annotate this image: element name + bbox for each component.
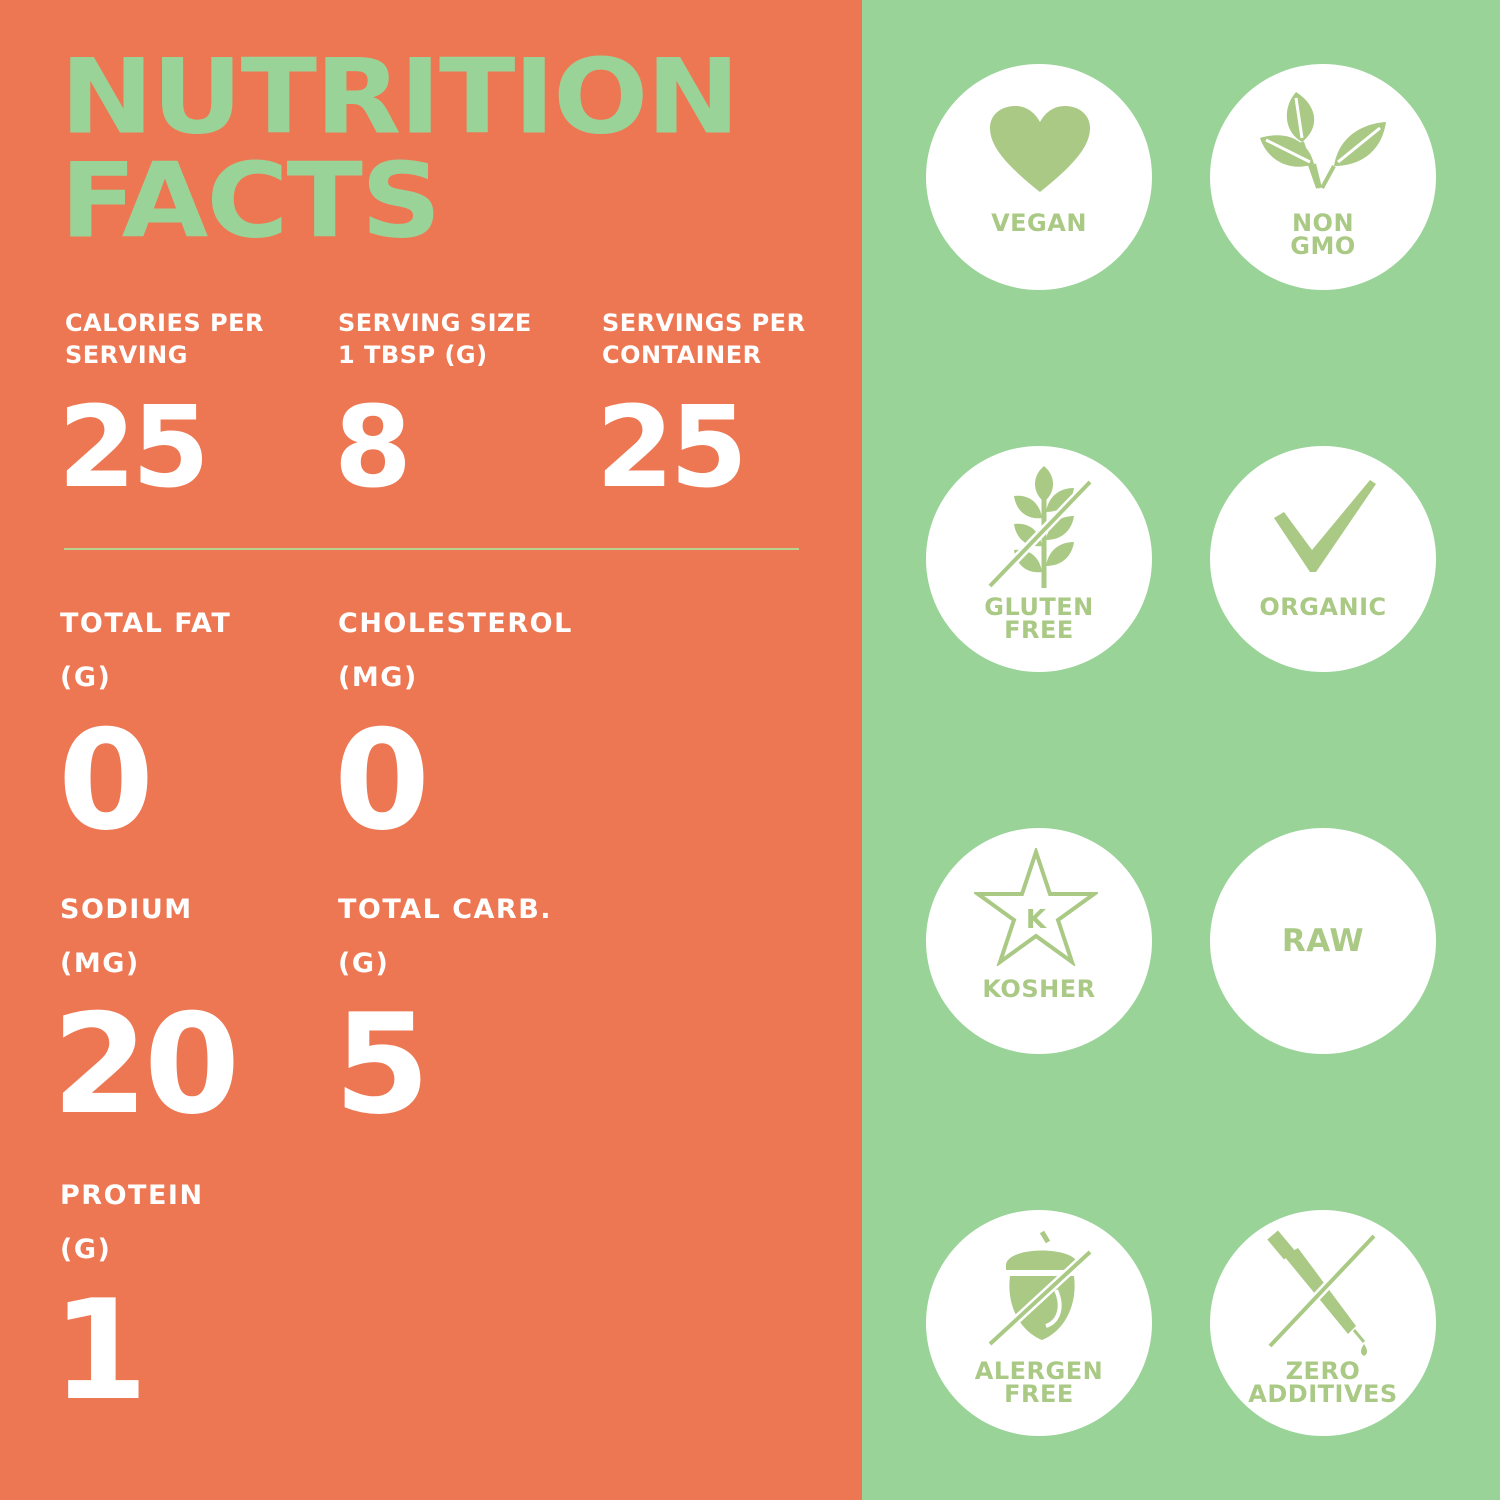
serving-size-value: 8 [334, 383, 412, 513]
calories-value: 25 [58, 383, 210, 513]
badge-gluten-free: GLUTEN FREE [926, 446, 1152, 672]
badge-label: ORGANIC [1259, 593, 1387, 621]
badges-panel: VEGAN NON GMO GLU [862, 0, 1500, 1500]
checkmark-icon [1274, 480, 1376, 572]
title-line-1: NUTRITION [60, 37, 740, 158]
servings-per-container-label: SERVINGS PER CONTAINER [602, 309, 806, 369]
kosher-letter: K [1026, 905, 1047, 935]
total-carb-value: 5 [334, 984, 430, 1145]
nutrition-panel: NUTRITION FACTS CALORIES PER SERVING 25 … [0, 0, 862, 1500]
servings-per-container-value: 25 [596, 383, 748, 513]
total-fat-value: 0 [58, 700, 154, 861]
total-carb-label: TOTAL CARB. (G) [338, 894, 553, 979]
badge-label: ZERO ADDITIVES [1248, 1357, 1398, 1408]
leaves-icon [1260, 92, 1386, 189]
heart-icon [990, 106, 1090, 192]
title-line-2: FACTS [60, 141, 442, 262]
acorn-crossed-icon [986, 1230, 1094, 1348]
sodium-value: 20 [52, 984, 240, 1145]
cholesterol-value: 0 [334, 700, 430, 861]
divider [64, 548, 799, 550]
sodium-label: SODIUM (MG) [60, 894, 193, 979]
dropper-crossed-icon [1266, 1230, 1378, 1356]
badge-label: ALERGEN FREE [974, 1357, 1104, 1408]
wheat-crossed-icon [986, 466, 1094, 590]
badge-vegan: VEGAN [926, 64, 1152, 290]
protein-label: PROTEIN (G) [60, 1180, 204, 1265]
badge-organic: ORGANIC [1210, 446, 1436, 672]
badge-alergen-free: ALERGEN FREE [926, 1210, 1152, 1436]
badge-label: VEGAN [991, 209, 1087, 237]
badge-raw: RAW [1210, 828, 1436, 1054]
badge-non-gmo: NON GMO [1210, 64, 1436, 290]
badge-label: RAW [1281, 923, 1365, 959]
badge-label: NON GMO [1290, 209, 1356, 260]
badge-label: GLUTEN FREE [984, 593, 1094, 644]
cholesterol-label: CHOLESTEROL (MG) [338, 608, 573, 693]
total-fat-label: TOTAL FAT (G) [60, 608, 232, 693]
badge-zero-additives: ZERO ADDITIVES [1210, 1210, 1436, 1436]
kosher-star-icon: K [974, 848, 1098, 966]
badge-kosher: K KOSHER [926, 828, 1152, 1054]
calories-label: CALORIES PER SERVING [65, 309, 264, 369]
serving-size-label: SERVING SIZE 1 TBSP (G) [338, 309, 532, 369]
badge-label: KOSHER [982, 975, 1096, 1003]
protein-value: 1 [52, 1270, 148, 1431]
